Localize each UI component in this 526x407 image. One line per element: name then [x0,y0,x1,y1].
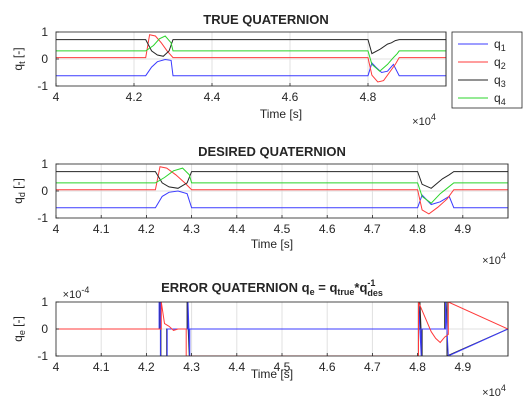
x-tick-label: 4.7 [364,222,381,236]
y-tick-label: -1 [37,211,48,225]
panel-2: 4 4.1 4.2 4.3 4.4 4.5 4.6 4.7 4.8 4.9 -1 0 1 DESIRED … [11,144,509,267]
x-tick-label: 4.9 [454,360,471,374]
x-tick-label: 4.3 [183,360,200,374]
legend: q1 q2 q3 q4 [451,31,523,109]
x-tick-label: 4.2 [126,90,143,104]
x-tick-label: 4.7 [364,360,381,374]
legend-entry: q3 [494,73,506,89]
x-tick-label: 4 [53,90,60,104]
y-tick-label: 1 [41,25,48,39]
y-tick-label: -1 [37,349,48,363]
x-axis-label: Time [s] [251,237,293,251]
x-tick-label: 4.4 [228,360,245,374]
x-tick-label: 4.5 [274,222,291,236]
y-multiplier: ×10-4 [63,285,90,301]
series-line-2 [56,166,508,215]
series-group [56,302,508,356]
x-axis-label: Time [s] [260,107,302,121]
legend-entry: q2 [494,55,506,71]
x-tick-label: 4.8 [409,222,426,236]
x-tick-label: 4.6 [282,90,299,104]
series-line-4 [56,167,508,204]
x-tick-label: 4.6 [319,222,336,236]
x-tick-label: 4.4 [204,90,221,104]
series-line-2 [56,302,508,356]
x-multiplier: ×104 [482,251,506,267]
x-tick-label: 4.1 [93,222,110,236]
x-tick-label: 4.2 [138,360,155,374]
x-tick-label: 4 [53,222,60,236]
y-tick-label: 1 [41,157,48,171]
x-tick-label: 4.5 [274,360,291,374]
series-line-2 [56,34,446,83]
x-tick-label: 4 [53,360,60,374]
x-tick-label: 4.8 [409,360,426,374]
x-tick-label: 4.8 [360,90,377,104]
series-line-4 [56,35,446,72]
series-group [56,34,446,83]
panel-3: 4 4.1 4.2 4.3 4.4 4.5 4.6 4.7 4.8 4.9 -1 0 1 ERROR QU… [11,278,509,399]
y-tick-label: 0 [41,322,48,336]
x-tick-label: 4.4 [228,222,245,236]
x-tick-label: 4.6 [319,360,336,374]
y-axis-label: qd [-] [11,178,27,204]
series-line-3 [56,302,508,356]
chart-title: DESIRED QUATERNION [198,144,346,159]
y-tick-label: -1 [37,79,48,93]
x-tick-label: 4.2 [138,222,155,236]
y-axis-label: qe [-] [11,316,27,342]
y-tick-label: 1 [41,295,48,309]
y-tick-label: 0 [41,52,48,66]
series-line-3 [56,39,446,57]
panel-1: 4 4.2 4.4 4.6 4.8 -1 0 1 TRUE QUATERNION Time [s]… [11,12,523,128]
chart-title: ERROR QUATERNION qe = qtrue*q-1 des [161,278,383,298]
y-axis-label: qt [-] [11,47,27,70]
series-group [56,166,508,215]
x-multiplier: ×104 [412,112,436,128]
x-multiplier: ×104 [482,383,506,399]
x-tick-label: 4.1 [93,360,110,374]
series-line-1 [56,58,446,77]
legend-entry: q4 [494,91,506,107]
x-axis-label: Time [s] [251,367,293,381]
series-line-3 [56,171,508,189]
chart-title: TRUE QUATERNION [203,12,328,27]
x-tick-label: 4.9 [454,222,471,236]
legend-box [451,31,523,109]
legend-entry: q1 [494,37,506,53]
y-tick-label: 0 [41,184,48,198]
x-tick-label: 4.3 [183,222,200,236]
